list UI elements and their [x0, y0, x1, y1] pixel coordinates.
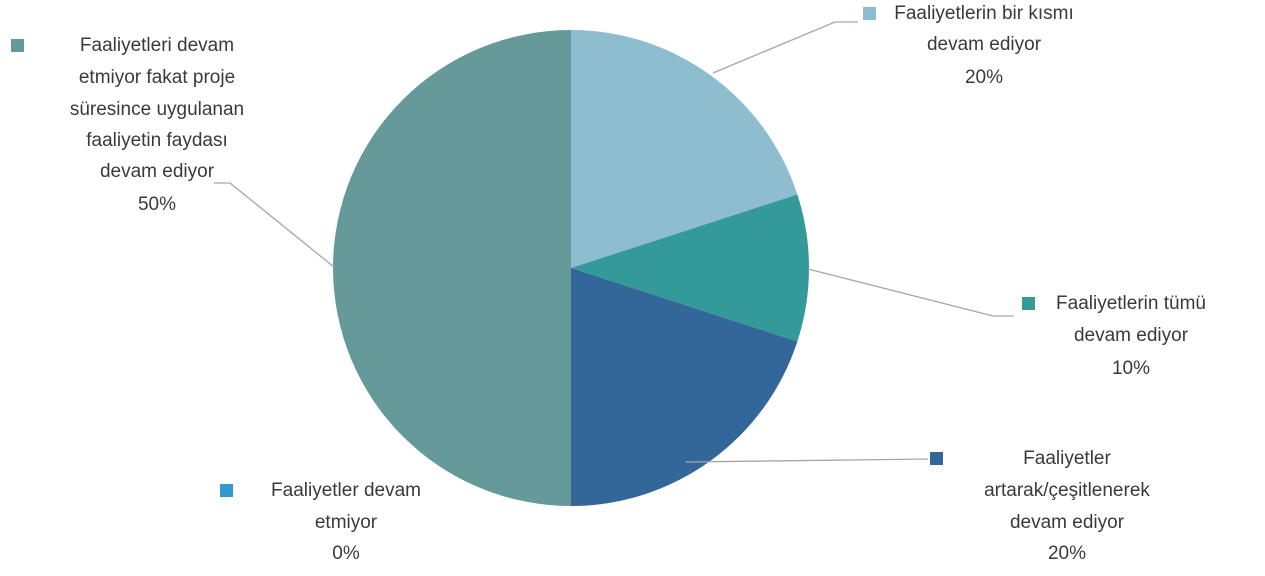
slice-5-legend-swatch — [11, 39, 24, 52]
slice-5-label-line: faaliyetin faydası — [86, 130, 228, 151]
slice-2-legend-swatch — [1022, 297, 1035, 310]
slice-5-leader-line — [214, 182, 335, 268]
slice-1-leader-line — [712, 21, 858, 74]
slice-5-label-line: Faaliyetleri devam — [80, 35, 234, 56]
slice-5 — [333, 30, 571, 506]
slice-5-label-line: etmiyor fakat proje — [79, 67, 235, 88]
slice-4-legend-swatch — [220, 484, 233, 497]
slice-2-label-line: Faaliyetlerin tümü — [1056, 293, 1206, 314]
slice-3-label-line: Faaliyetler — [1023, 448, 1111, 469]
slice-4-label-line: etmiyor — [315, 512, 378, 533]
slice-3 — [571, 268, 798, 506]
slice-1 — [571, 30, 798, 268]
slice-3-value-label: 20% — [1048, 543, 1086, 564]
slice-2-label-line: devam ediyor — [1074, 325, 1189, 346]
slice-2 — [571, 194, 810, 342]
slice-2-leader-line — [807, 268, 1014, 317]
leader-lines — [214, 21, 1014, 463]
slice-4-label-line: Faaliyetler devam — [271, 480, 421, 501]
slice-5-value-label: 50% — [138, 194, 176, 215]
pie-slices — [333, 30, 810, 506]
slice-4-value-label: 0% — [332, 543, 360, 564]
slice-5-label-line: devam ediyor — [100, 161, 215, 182]
slice-1-value-label: 20% — [965, 67, 1003, 88]
slice-1-legend-swatch — [863, 7, 876, 20]
slice-3-leader-line — [685, 458, 929, 463]
slice-1-label-line: devam ediyor — [927, 34, 1042, 55]
slice-labels: Faaliyetlerin bir kısmı devam ediyor 20% Fa… — [11, 3, 1206, 564]
slice-1-label-line: Faaliyetlerin bir kısmı — [894, 3, 1074, 24]
slice-3-label-line: devam ediyor — [1010, 512, 1125, 533]
slice-3-legend-swatch — [930, 452, 943, 465]
slice-3-label-line: artarak/çeşitlenerek — [984, 480, 1150, 501]
slice-5-label-line: süresince uygulanan — [70, 99, 244, 120]
slice-2-value-label: 10% — [1112, 358, 1150, 379]
